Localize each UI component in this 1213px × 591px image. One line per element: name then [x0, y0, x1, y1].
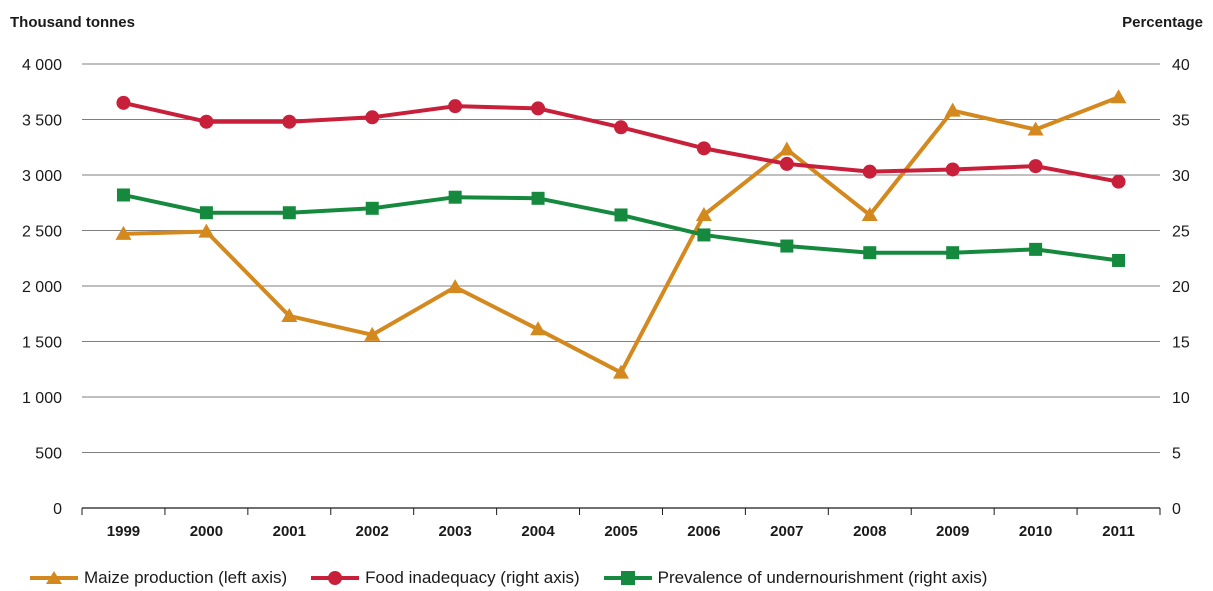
data-point-undernourishment — [946, 246, 960, 260]
legend-swatch-maize — [30, 571, 78, 584]
data-point-food-inadequacy — [1111, 174, 1126, 189]
data-point-food-inadequacy — [1028, 159, 1043, 174]
y-tick-left: 4 000 — [22, 57, 62, 74]
y-tick-right: 10 — [1172, 390, 1190, 407]
legend: Maize production (left axis) Food inadeq… — [30, 568, 1011, 588]
line-chart: 0 0 500 5 1 000 10 1 500 15 2 000 20 2 500 25 3 000 3… — [22, 57, 1190, 540]
right-axis-title: Percentage — [1122, 14, 1203, 31]
data-point-maize — [198, 223, 215, 238]
data-point-undernourishment — [780, 239, 794, 253]
y-tick-right: 30 — [1172, 168, 1190, 185]
data-point-maize — [364, 326, 381, 341]
data-point-maize — [447, 279, 464, 294]
data-point-food-inadequacy — [696, 141, 711, 156]
y-tick-left: 1 000 — [22, 390, 62, 407]
data-point-undernourishment — [116, 188, 130, 202]
data-point-maize — [944, 102, 961, 117]
data-point-undernourishment — [697, 228, 711, 242]
legend-label-food-inadequacy: Food inadequacy (right axis) — [365, 568, 580, 587]
data-point-undernourishment — [199, 206, 213, 220]
x-tick-label: 2002 — [356, 523, 389, 540]
y-tick-left: 2 000 — [22, 279, 62, 296]
x-tick-label: 1999 — [107, 523, 140, 540]
legend-swatch-food-inadequacy — [311, 571, 360, 585]
y-tick-right: 20 — [1172, 279, 1190, 296]
x-tick-label: 2000 — [190, 523, 223, 540]
data-point-maize — [613, 364, 629, 379]
y-tick-right: 15 — [1172, 335, 1190, 352]
x-tick-label: 2007 — [770, 523, 803, 540]
x-tick-label: 2006 — [687, 523, 720, 540]
data-point-maize — [1110, 89, 1127, 104]
data-point-undernourishment — [1029, 242, 1043, 256]
legend-item-food-inadequacy: Food inadequacy (right axis) — [311, 568, 580, 588]
data-point-undernourishment — [1112, 253, 1126, 267]
data-point-maize — [778, 141, 795, 156]
data-point-maize — [1027, 121, 1044, 136]
data-point-undernourishment — [863, 246, 877, 260]
x-tick-label: 2003 — [438, 523, 471, 540]
left-axis-title: Thousand tonnes — [10, 14, 135, 31]
legend-label-maize: Maize production (left axis) — [84, 568, 288, 587]
x-tick-label: 2008 — [853, 523, 886, 540]
y-tick-right: 0 — [1172, 501, 1181, 518]
y-tick-right: 5 — [1172, 446, 1181, 463]
y-tick-left: 3 500 — [22, 113, 62, 130]
data-point-food-inadequacy — [282, 114, 297, 129]
y-tick-left: 3 000 — [22, 168, 62, 185]
x-tick-label: 2001 — [273, 523, 306, 540]
data-point-food-inadequacy — [862, 164, 877, 179]
data-point-food-inadequacy — [116, 95, 131, 110]
y-tick-right: 40 — [1172, 57, 1190, 74]
legend-label-undernourishment: Prevalence of undernourishment (right ax… — [657, 568, 988, 587]
y-tick-left: 1 500 — [22, 335, 62, 352]
data-point-undernourishment — [531, 191, 545, 205]
data-point-maize — [281, 307, 298, 322]
data-point-maize — [115, 225, 132, 240]
legend-item-undernourishment: Prevalence of undernourishment (right ax… — [603, 568, 988, 588]
legend-item-maize: Maize production (left axis) — [30, 568, 287, 588]
y-tick-left: 500 — [35, 446, 62, 463]
data-point-undernourishment — [282, 206, 296, 220]
x-tick-label: 2011 — [1102, 523, 1135, 540]
y-tick-left: 2 500 — [22, 224, 62, 241]
data-point-food-inadequacy — [531, 101, 546, 116]
data-point-maize — [530, 321, 547, 336]
x-tick-label: 2010 — [1019, 523, 1052, 540]
x-tick-label: 2005 — [604, 523, 637, 540]
data-point-undernourishment — [614, 208, 628, 222]
y-tick-left: 0 — [53, 501, 62, 518]
data-point-undernourishment — [365, 201, 379, 215]
data-point-maize — [861, 206, 878, 221]
data-point-food-inadequacy — [199, 114, 214, 129]
data-point-food-inadequacy — [365, 110, 380, 125]
y-tick-right: 35 — [1172, 113, 1190, 130]
legend-swatch-undernourishment — [603, 571, 652, 585]
data-point-food-inadequacy — [448, 99, 463, 114]
data-point-food-inadequacy — [614, 120, 628, 135]
series-line-0 — [123, 95, 1120, 375]
data-point-food-inadequacy — [945, 162, 960, 177]
x-tick-label: 2004 — [521, 523, 555, 540]
x-tick-label: 2009 — [936, 523, 969, 540]
data-point-undernourishment — [448, 190, 462, 204]
y-tick-right: 25 — [1172, 224, 1190, 241]
data-point-food-inadequacy — [779, 156, 794, 171]
series-line-2 — [123, 193, 1119, 263]
data-point-maize — [695, 206, 712, 221]
